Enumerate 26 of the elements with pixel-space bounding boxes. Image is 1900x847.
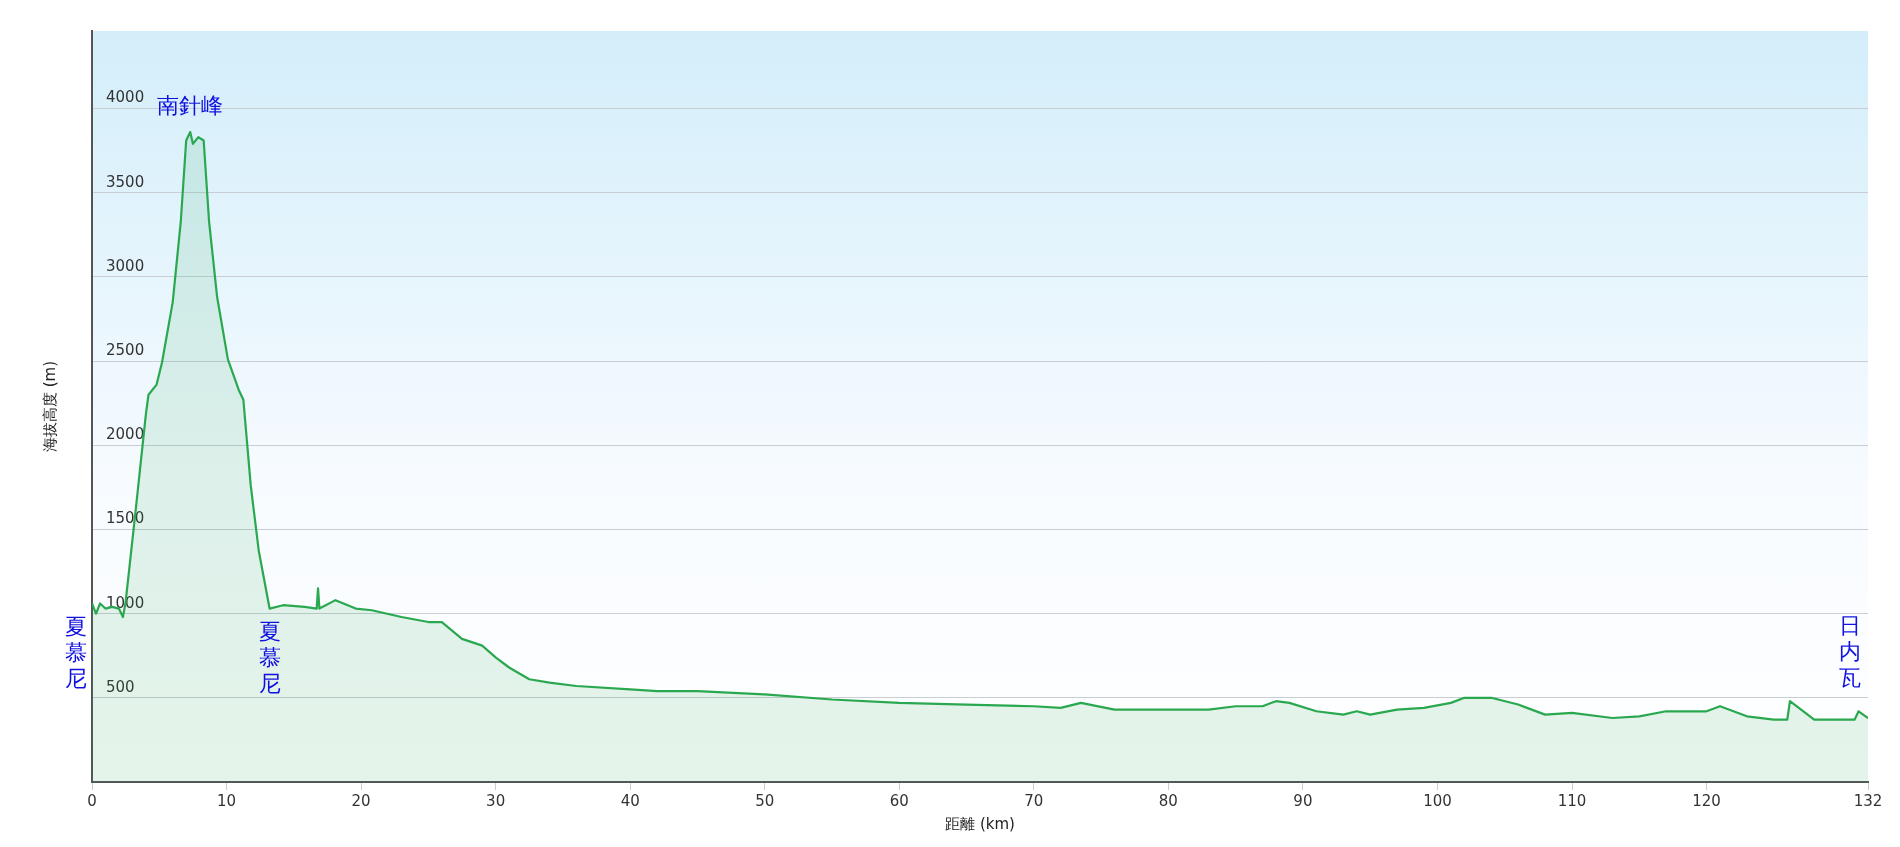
x-tick-label: 50 [755, 791, 775, 810]
y-tick-label: 3500 [106, 172, 145, 191]
x-tick-label: 90 [1293, 791, 1313, 810]
x-axis-title: 距離 (km) [945, 814, 1015, 833]
annotation: 夏慕尼 [65, 614, 87, 692]
x-tick-label: 30 [486, 791, 506, 810]
x-tick-label: 132 [1853, 791, 1883, 810]
y-tick-label: 500 [106, 677, 135, 696]
x-tick-label: 110 [1557, 791, 1587, 810]
annotation: 南針峰 [157, 92, 224, 118]
y-tick-label: 4000 [106, 88, 145, 107]
y-tick-label: 2500 [106, 340, 145, 359]
y-tick-label: 3000 [106, 256, 145, 275]
x-tick-label: 80 [1158, 791, 1178, 810]
x-tick-label: 120 [1692, 791, 1721, 810]
x-tick-label: 20 [351, 791, 371, 810]
x-tick-label: 0 [87, 791, 97, 810]
annotation: 日内瓦 [1839, 612, 1861, 690]
x-tick-label: 10 [217, 791, 237, 810]
y-tick-label: 2000 [106, 425, 145, 444]
x-tick-label: 60 [889, 791, 909, 810]
x-tick-label: 100 [1423, 791, 1452, 810]
annotation: 夏慕尼 [258, 619, 281, 697]
x-tick-label: 40 [620, 791, 640, 810]
x-tick-label: 70 [1024, 791, 1044, 810]
y-axis-title: 海拔高度 (m) [40, 360, 59, 453]
